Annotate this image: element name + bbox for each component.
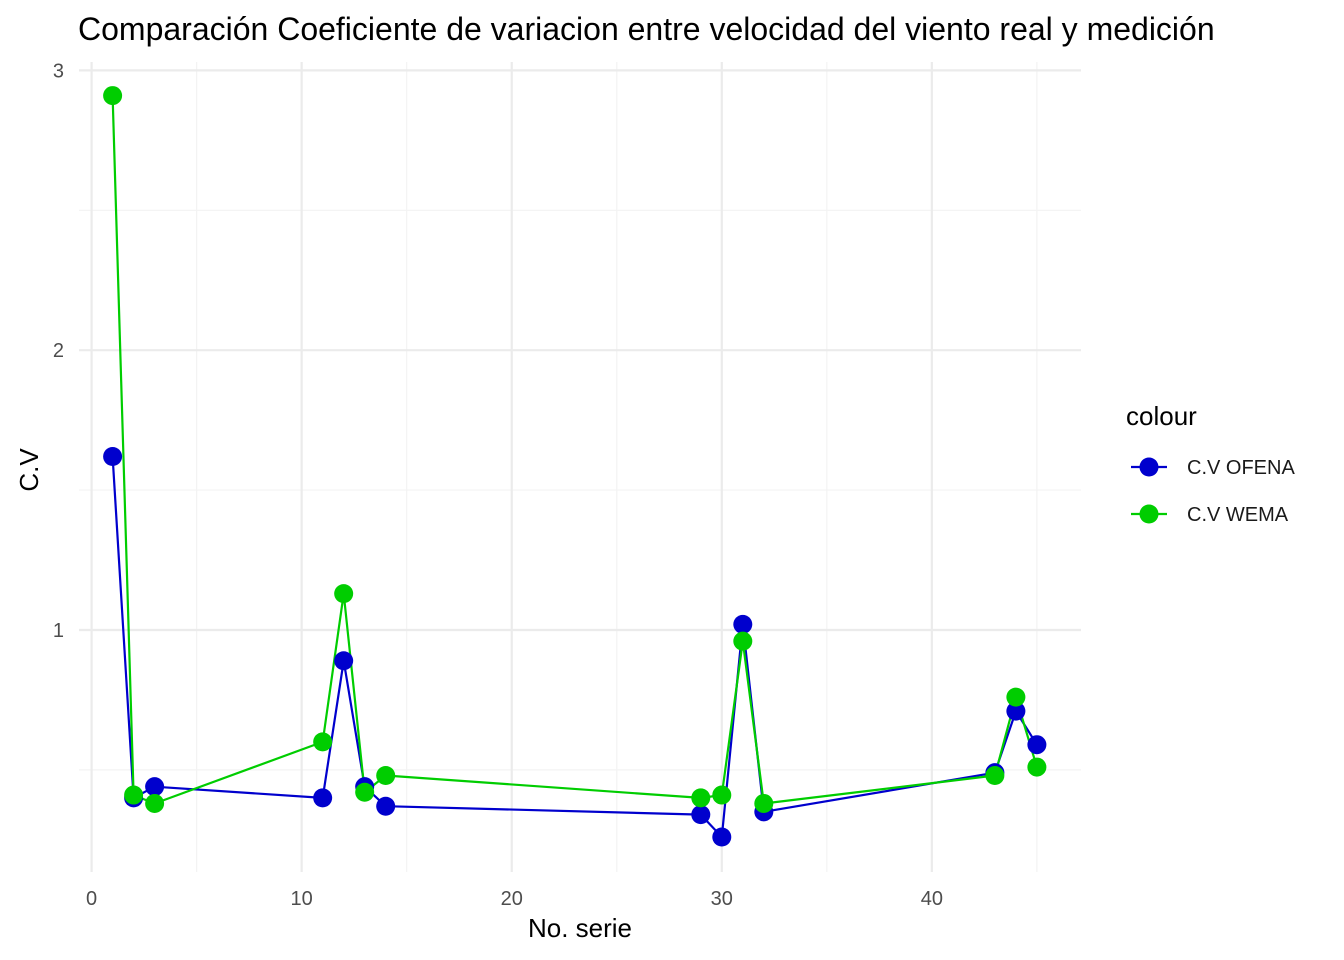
y-axis-ticks: 1 2 3 bbox=[53, 60, 64, 642]
x-tick-label: 10 bbox=[291, 888, 313, 910]
legend: colour C.V OFENA C.V WEMA bbox=[1126, 401, 1295, 526]
data-point-c-v-wema bbox=[691, 788, 711, 808]
legend-item-c-v-wema: C.V WEMA bbox=[1131, 504, 1289, 526]
y-tick-label: 1 bbox=[53, 620, 64, 642]
data-point-c-v-wema bbox=[754, 793, 774, 813]
data-point-c-v-wema bbox=[1027, 757, 1047, 777]
series-line-c-v-ofena bbox=[111, 456, 1038, 839]
legend-label: C.V OFENA bbox=[1187, 457, 1295, 479]
series-line-c-v-wema bbox=[111, 95, 1038, 805]
x-tick-label: 0 bbox=[86, 888, 97, 910]
data-point-c-v-wema bbox=[334, 584, 354, 604]
y-tick-label: 2 bbox=[53, 340, 64, 362]
data-point-c-v-ofena bbox=[376, 796, 396, 816]
legend-key-point bbox=[1139, 504, 1159, 524]
y-tick-label: 3 bbox=[53, 60, 64, 82]
y-axis-title: C.V bbox=[14, 448, 44, 492]
data-point-c-v-wema bbox=[376, 765, 396, 785]
data-point-c-v-wema bbox=[355, 782, 375, 802]
data-point-c-v-wema bbox=[145, 793, 165, 813]
data-point-c-v-ofena bbox=[1006, 701, 1026, 721]
data-point-c-v-ofena bbox=[145, 777, 165, 797]
data-point-c-v-ofena bbox=[691, 805, 711, 825]
legend-key-point bbox=[1139, 457, 1159, 477]
series-layer bbox=[103, 86, 1047, 847]
legend-label: C.V WEMA bbox=[1187, 504, 1289, 526]
data-point-c-v-ofena bbox=[712, 827, 732, 847]
data-point-c-v-wema bbox=[985, 765, 1005, 785]
chart-title: Comparación Coeficiente de variacion ent… bbox=[78, 11, 1215, 47]
x-tick-label: 30 bbox=[711, 888, 733, 910]
data-point-c-v-ofena bbox=[103, 447, 123, 467]
data-point-c-v-wema bbox=[1006, 687, 1026, 707]
x-tick-label: 20 bbox=[501, 888, 523, 910]
data-point-c-v-ofena bbox=[733, 614, 753, 634]
data-point-c-v-wema bbox=[103, 86, 123, 106]
data-point-c-v-ofena bbox=[1027, 735, 1047, 755]
legend-title: colour bbox=[1126, 401, 1197, 431]
grid bbox=[79, 62, 1081, 872]
x-tick-label: 40 bbox=[921, 888, 943, 910]
data-point-c-v-ofena bbox=[313, 788, 333, 808]
data-point-c-v-wema bbox=[712, 785, 732, 805]
x-axis-title: No. serie bbox=[528, 913, 632, 943]
x-axis-ticks: 0 10 20 30 40 bbox=[86, 888, 943, 910]
data-point-c-v-wema bbox=[733, 631, 753, 651]
data-point-c-v-wema bbox=[124, 785, 144, 805]
data-point-c-v-ofena bbox=[334, 651, 354, 671]
data-point-c-v-wema bbox=[313, 732, 333, 752]
legend-item-c-v-ofena: C.V OFENA bbox=[1131, 457, 1295, 479]
